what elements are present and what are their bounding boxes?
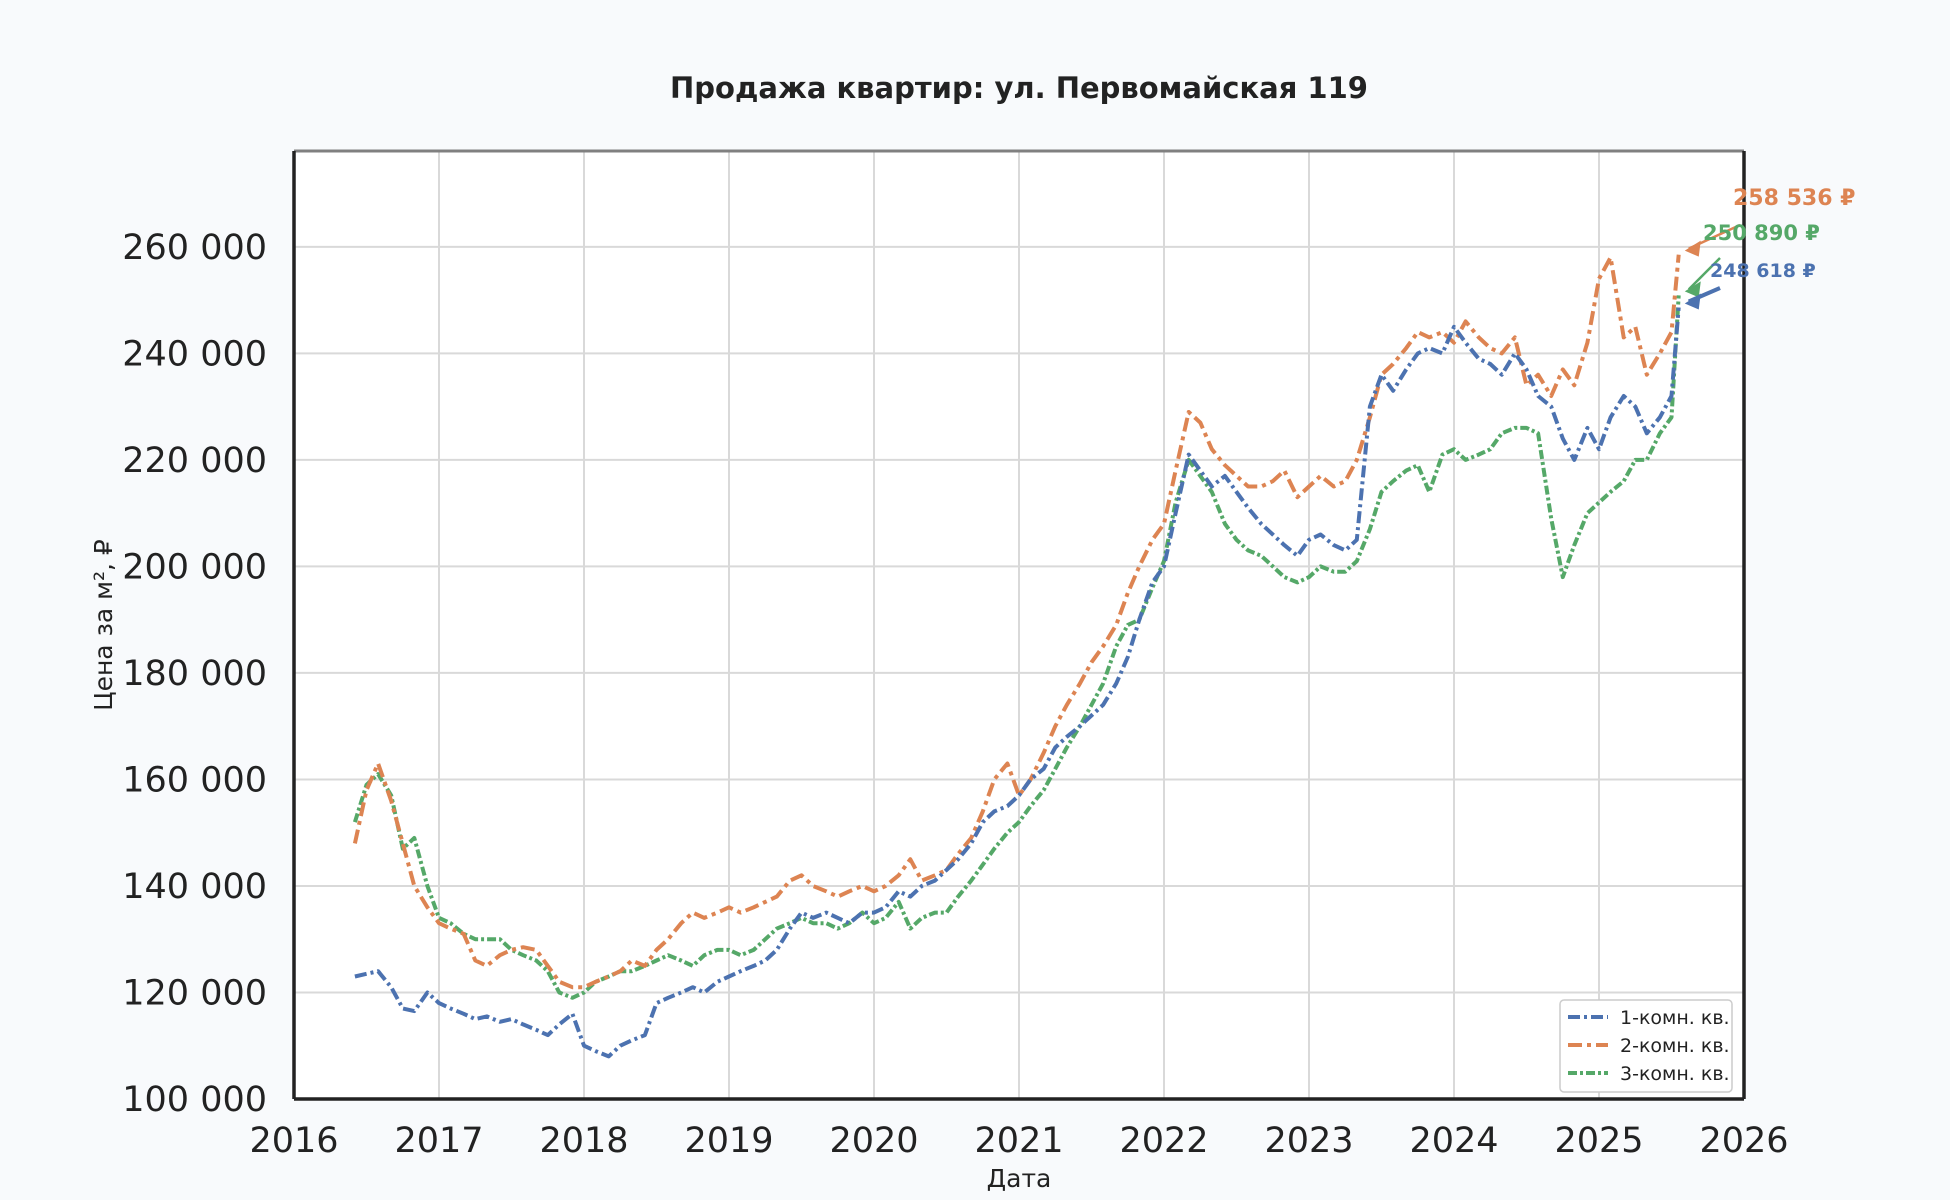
annotation-last-value: 250 890 ₽ bbox=[1703, 221, 1820, 245]
series-layer bbox=[352, 254, 1681, 1059]
y-tick-label: 240 000 bbox=[122, 334, 267, 374]
annotation-arrowhead bbox=[1684, 240, 1701, 257]
y-tick-label: 100 000 bbox=[122, 1080, 267, 1120]
legend-frame bbox=[1559, 999, 1733, 1093]
y-tick-label: 160 000 bbox=[122, 760, 267, 800]
annotation-last-value: 248 618 ₽ bbox=[1710, 260, 1816, 282]
legend-label: 3-комн. кв. bbox=[1620, 1063, 1730, 1085]
chart-title: Продажа квартир: ул. Первомайская 119 bbox=[670, 71, 1368, 105]
y-tick-label: 140 000 bbox=[122, 867, 267, 907]
x-tick-label: 2022 bbox=[1119, 1121, 1208, 1161]
series-line-3k bbox=[352, 295, 1681, 1000]
y-tick-label: 120 000 bbox=[122, 973, 267, 1013]
annotations: 258 536 ₽ 250 890 ₽ 248 618 ₽ bbox=[1684, 186, 1855, 310]
annotation-arrowhead bbox=[1684, 293, 1701, 310]
legend: 1-комн. кв. 2-комн. кв. 3-комн. кв. bbox=[1559, 999, 1733, 1093]
x-tick-label: 2023 bbox=[1264, 1121, 1353, 1161]
x-tick-label: 2016 bbox=[249, 1121, 338, 1161]
annotation-last-value: 258 536 ₽ bbox=[1733, 186, 1855, 211]
y-tick-label: 200 000 bbox=[122, 547, 267, 587]
legend-label: 2-комн. кв. bbox=[1620, 1035, 1730, 1057]
x-axis-ticks: 2016 2017 2018 2019 2020 2021 2022 2023 2024 2025… bbox=[249, 1121, 1788, 1161]
y-tick-label: 180 000 bbox=[122, 654, 267, 694]
y-tick-label: 260 000 bbox=[122, 228, 267, 268]
x-tick-label: 2024 bbox=[1409, 1121, 1498, 1161]
x-axis-label: Дата bbox=[987, 1164, 1052, 1193]
x-tick-label: 2020 bbox=[829, 1121, 918, 1161]
x-tick-label: 2021 bbox=[974, 1121, 1063, 1161]
x-tick-label: 2025 bbox=[1554, 1121, 1643, 1161]
x-tick-label: 2017 bbox=[394, 1121, 483, 1161]
x-tick-label: 2018 bbox=[539, 1121, 628, 1161]
annotation-arrow bbox=[1687, 257, 1721, 291]
y-axis-label: Цена за м², ₽ bbox=[89, 539, 118, 711]
x-tick-label: 2019 bbox=[684, 1121, 773, 1161]
annotation-arrowhead bbox=[1684, 281, 1701, 298]
series-line-2k bbox=[352, 254, 1681, 990]
y-tick-label: 220 000 bbox=[122, 441, 267, 481]
y-axis-ticks: 100 000 120 000 140 000 160 000 180 000 200 0… bbox=[122, 228, 267, 1120]
series-line-1k bbox=[354, 307, 1681, 1059]
legend-label: 1-комн. кв. bbox=[1620, 1007, 1730, 1029]
x-tick-label: 2026 bbox=[1699, 1121, 1788, 1161]
